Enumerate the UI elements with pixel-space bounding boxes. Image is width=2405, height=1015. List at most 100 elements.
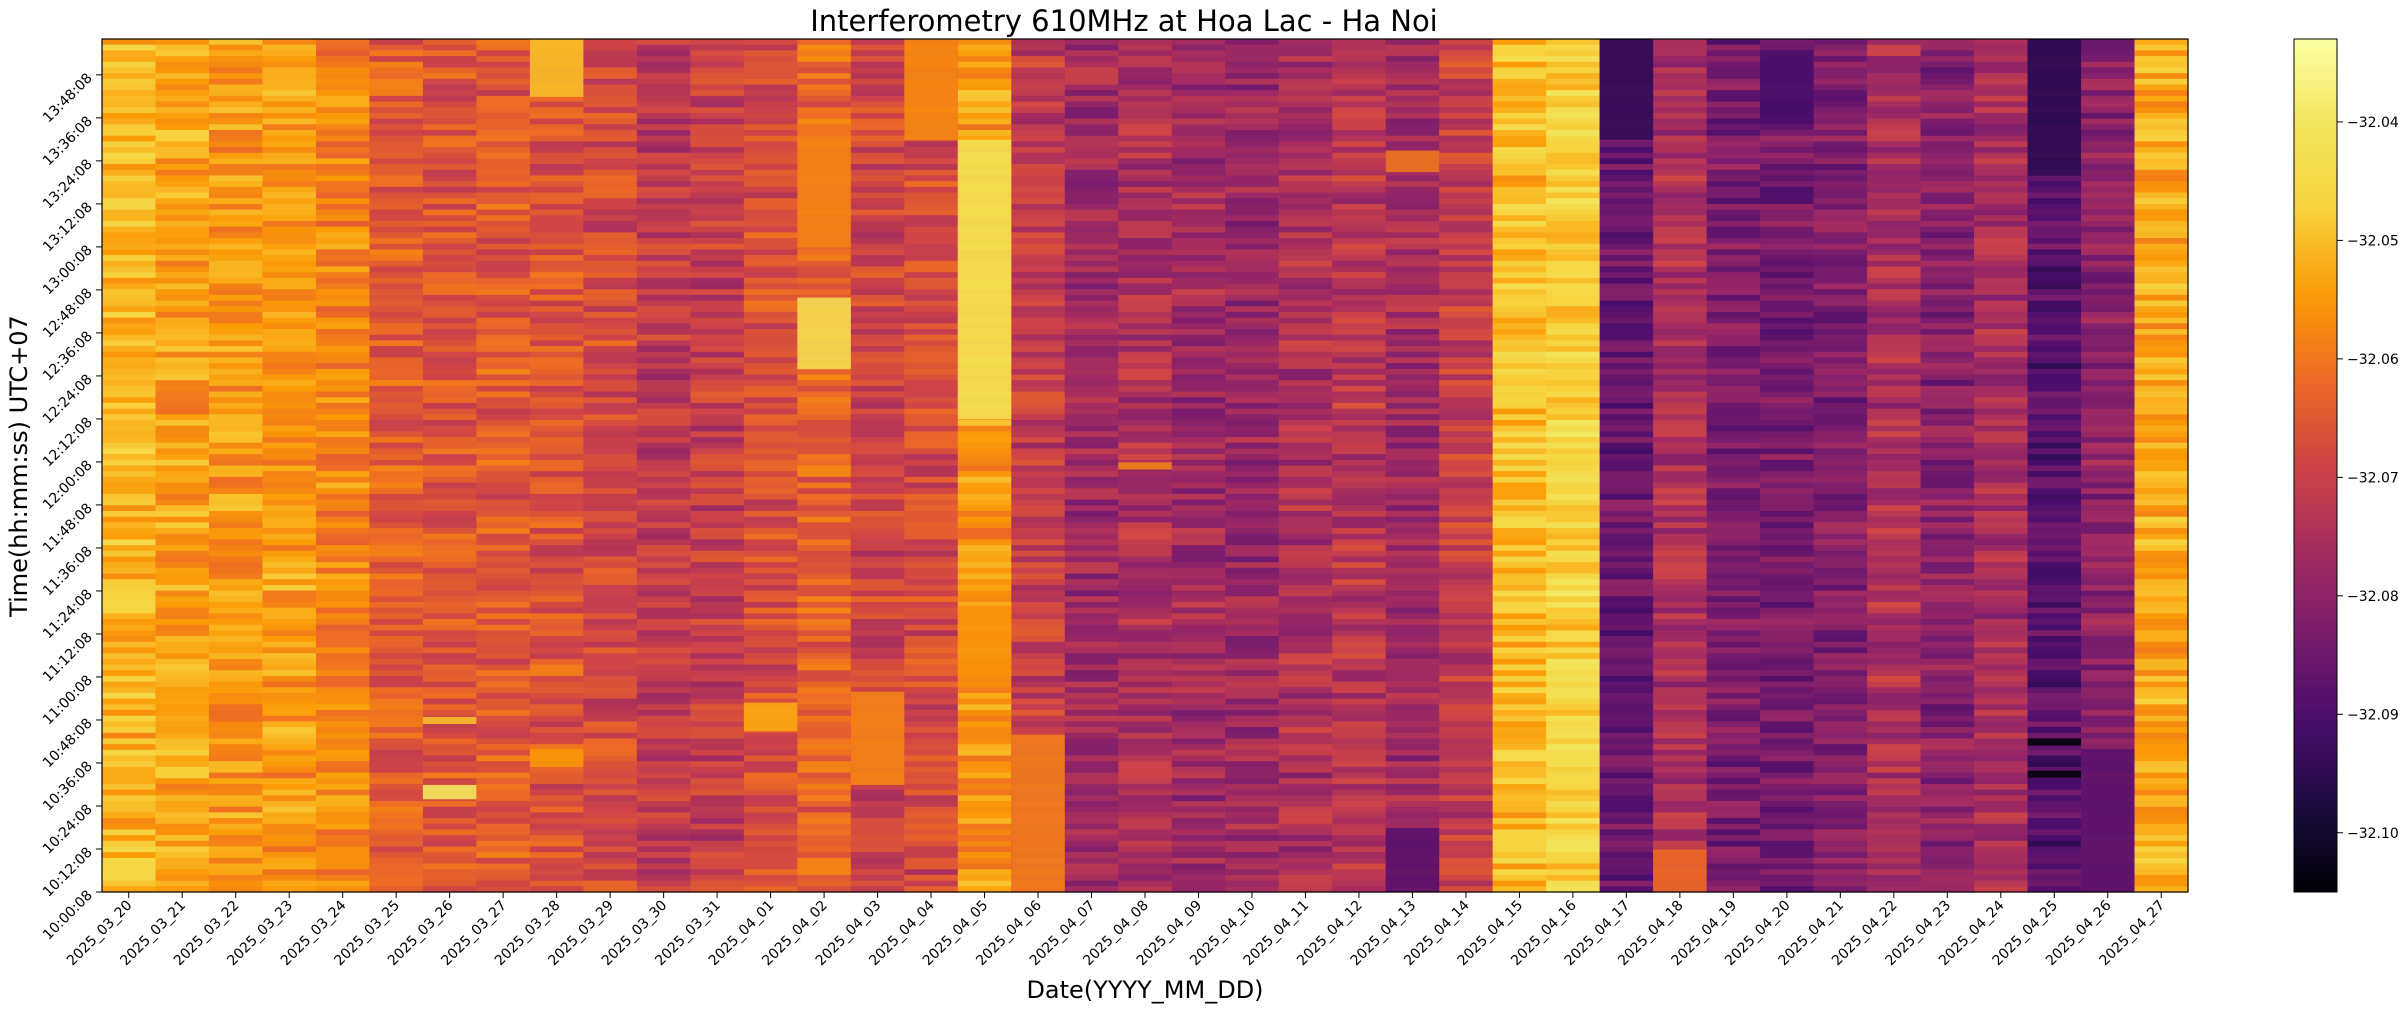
heatmap-cell	[369, 880, 424, 887]
heatmap-cell	[422, 636, 478, 643]
heatmap-cell	[1439, 567, 1494, 575]
heatmap-cell	[1439, 744, 1494, 751]
heatmap-cell	[1011, 482, 1066, 489]
heatmap-cell	[1118, 243, 1173, 251]
heatmap-cell	[1064, 283, 1119, 290]
heatmap-cell	[743, 192, 798, 199]
heatmap-cell	[1706, 590, 1761, 597]
heatmap-cell	[1011, 727, 1066, 734]
heatmap-cell	[476, 556, 531, 563]
heatmap-cell	[1546, 129, 1601, 137]
heatmap-cell	[904, 528, 959, 535]
heatmap-cell	[315, 186, 371, 194]
heatmap-cell	[422, 232, 478, 239]
heatmap-cell	[1492, 869, 1547, 876]
heatmap-cell	[1385, 249, 1440, 256]
heatmap-cell	[743, 283, 798, 290]
heatmap-cell	[1439, 90, 1494, 97]
heatmap-cell	[850, 294, 905, 302]
heatmap-cell	[743, 238, 798, 245]
heatmap-cell	[476, 778, 531, 785]
heatmap-cell	[1706, 636, 1761, 643]
heatmap-cell	[957, 698, 1012, 705]
heatmap-cell	[743, 44, 798, 51]
heatmap-cell	[1278, 181, 1333, 188]
heatmap-cell	[1332, 528, 1387, 535]
heatmap-cell	[102, 567, 157, 575]
heatmap-cell	[1225, 95, 1280, 103]
heatmap-cell	[422, 437, 478, 444]
heatmap-cell	[102, 692, 157, 700]
heatmap-cell	[1064, 755, 1119, 762]
heatmap-cell	[957, 499, 1012, 506]
heatmap-cell	[476, 414, 531, 421]
heatmap-cell	[262, 346, 317, 353]
heatmap-cell	[850, 670, 905, 677]
heatmap-cell	[797, 806, 852, 813]
heatmap-cell	[1118, 869, 1173, 876]
heatmap-cell	[743, 522, 798, 529]
heatmap-cell	[1278, 323, 1333, 330]
heatmap-cell	[690, 374, 745, 381]
heatmap-cell	[476, 402, 531, 410]
heatmap-cell	[529, 385, 584, 393]
heatmap-cell	[1332, 300, 1387, 307]
heatmap-cell	[1385, 778, 1440, 785]
heatmap-cell	[1599, 801, 1654, 808]
heatmap-cell	[1011, 186, 1066, 194]
heatmap-cell	[1439, 789, 1494, 796]
heatmap-cell	[583, 658, 638, 666]
heatmap-cell	[422, 857, 478, 865]
heatmap-cell	[1225, 181, 1280, 188]
heatmap-cell	[690, 226, 745, 233]
heatmap-cell	[369, 704, 424, 711]
heatmap-cell	[1439, 556, 1494, 563]
heatmap-cell	[476, 260, 531, 268]
heatmap-cell	[1171, 818, 1226, 825]
heatmap-cell	[1278, 425, 1333, 432]
heatmap-cell	[1653, 584, 1708, 592]
heatmap-cell	[1011, 232, 1066, 239]
heatmap-cell	[797, 556, 852, 563]
heatmap-cell	[1706, 164, 1761, 171]
heatmap-cell	[690, 152, 745, 160]
heatmap-cell	[1332, 78, 1387, 86]
heatmap-cell	[1546, 243, 1601, 251]
heatmap-cell	[1278, 84, 1333, 91]
heatmap-cell	[636, 641, 691, 649]
heatmap-cell	[155, 437, 210, 444]
heatmap-cell	[262, 220, 317, 228]
heatmap-cell	[208, 488, 264, 495]
heatmap-cell	[1706, 317, 1761, 324]
heatmap-cell	[1439, 818, 1494, 825]
heatmap-cell	[262, 687, 317, 694]
heatmap-cell	[797, 442, 852, 450]
heatmap-cell	[476, 107, 531, 114]
heatmap-cell	[1171, 414, 1226, 421]
heatmap-cell	[208, 198, 264, 205]
heatmap-cell	[1706, 795, 1761, 802]
heatmap-cell	[1225, 243, 1280, 251]
heatmap-cell	[1011, 203, 1066, 211]
heatmap-cell	[422, 84, 478, 91]
heatmap-cell	[262, 653, 317, 660]
heatmap-cell	[1599, 664, 1654, 671]
heatmap-cell	[1706, 129, 1761, 137]
heatmap-cell	[1225, 141, 1280, 148]
heatmap-cell	[102, 636, 157, 643]
heatmap-cell	[850, 175, 905, 182]
heatmap-cell	[1118, 761, 1173, 768]
heatmap-cell	[690, 272, 745, 279]
heatmap-cell	[422, 56, 478, 63]
heatmap-cell	[1813, 528, 1868, 535]
heatmap-cell	[797, 374, 852, 381]
heatmap-cell	[1439, 73, 1494, 80]
heatmap-cell	[1278, 437, 1333, 444]
heatmap-cell	[208, 818, 264, 825]
heatmap-cell	[315, 715, 371, 722]
heatmap-cell	[1492, 260, 1547, 268]
heatmap-cell	[1011, 510, 1066, 518]
heatmap-cell	[1599, 636, 1654, 643]
heatmap-cell	[1171, 266, 1226, 273]
heatmap-cell	[1439, 50, 1494, 57]
